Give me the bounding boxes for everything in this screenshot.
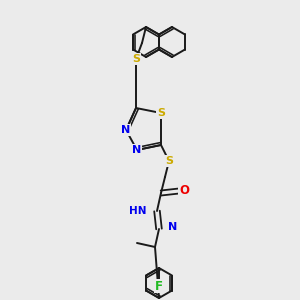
Text: S: S: [157, 108, 165, 118]
Text: S: S: [132, 54, 140, 64]
Text: N: N: [168, 222, 178, 232]
Text: F: F: [155, 280, 163, 292]
Text: N: N: [122, 125, 130, 135]
Text: N: N: [132, 145, 142, 155]
Text: S: S: [165, 156, 173, 166]
Text: HN: HN: [130, 206, 147, 216]
Text: O: O: [179, 184, 189, 197]
